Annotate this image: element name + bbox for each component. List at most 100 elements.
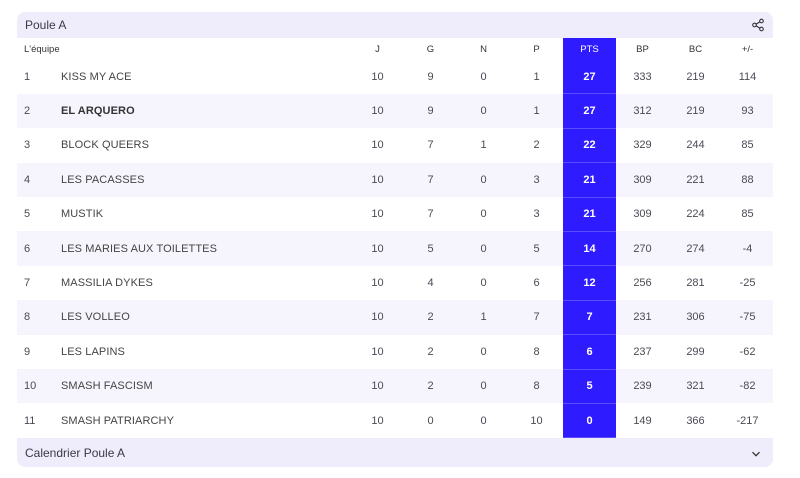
p-cell: 1: [533, 70, 540, 83]
team-name-cell: LES VOLLEO: [55, 300, 351, 335]
j-cell: 10: [371, 139, 384, 152]
p-cell: 8: [533, 345, 540, 358]
pts-cell: 21: [563, 197, 616, 232]
pool-title: Poule A: [25, 18, 67, 32]
g-cell: 9: [404, 93, 457, 129]
p-cell: 7: [510, 300, 563, 335]
j-cell: 10: [351, 231, 404, 266]
column-header-diff: +/-: [741, 43, 754, 55]
column-header-bc: BC: [688, 43, 703, 55]
bc-cell: 306: [669, 300, 722, 335]
diff-cell: -75: [722, 300, 773, 335]
table-row: 1 KISS MY ACE 10 9 0 1 27 333 219 114: [17, 60, 773, 95]
team-name-cell: LES MARIES AUX TOILETTES: [55, 231, 351, 266]
p-cell: 10: [530, 414, 543, 427]
g-cell: 2: [404, 369, 457, 404]
j-cell: 10: [371, 70, 384, 83]
g-cell: 5: [404, 231, 457, 266]
table-row: 9 LES LAPINS 10 2 0 8 6 237 299 -62: [17, 334, 773, 370]
card-header: Poule A: [17, 12, 773, 38]
n-cell: 0: [480, 208, 487, 221]
bp-cell: 231: [616, 300, 669, 335]
team-name-cell: EL ARQUERO: [55, 93, 351, 129]
n-cell: 0: [457, 93, 510, 129]
g-cell: 2: [404, 300, 457, 335]
rank-cell: 1: [24, 70, 31, 83]
g-cell: 0: [427, 414, 434, 427]
pts-cell: 21: [563, 162, 616, 198]
g-cell: 7: [427, 139, 434, 152]
rank-cell: 2: [17, 93, 55, 129]
table-header-row: L'équipe J G N P PTS BP BC +/-: [17, 38, 773, 60]
pts-cell: 27: [563, 93, 616, 129]
bc-cell: 274: [669, 231, 722, 266]
pts-cell: 7: [563, 300, 616, 336]
bp-cell: 270: [616, 231, 669, 266]
pts-cell: 0: [563, 403, 616, 439]
j-cell: 10: [351, 300, 404, 335]
bp-cell: 329: [633, 139, 652, 152]
p-cell: 3: [533, 208, 540, 221]
column-header-pts: PTS: [563, 38, 616, 60]
rank-cell: 7: [24, 277, 31, 290]
calendar-toggle[interactable]: Calendrier Poule A: [17, 438, 773, 467]
table-row: 2 EL ARQUERO 10 9 0 1 27 312 219 93: [17, 93, 773, 129]
pts-cell: 5: [563, 369, 616, 404]
bc-cell: 321: [669, 369, 722, 404]
share-icon[interactable]: [751, 18, 765, 32]
j-cell: 10: [371, 277, 384, 290]
bp-cell: 309: [616, 162, 669, 198]
chevron-down-icon[interactable]: [751, 448, 761, 458]
bc-cell: 221: [669, 162, 722, 198]
diff-cell: -62: [739, 345, 756, 358]
pts-cell: 27: [563, 60, 616, 95]
table-row: 10 SMASH FASCISM 10 2 0 8 5 239 321 -82: [17, 369, 773, 404]
j-cell: 10: [371, 414, 384, 427]
bp-cell: 239: [616, 369, 669, 404]
table-row: 11 SMASH PATRIARCHY 10 0 0 10 0 149 366 -217: [17, 403, 773, 439]
column-header-n: N: [480, 43, 487, 55]
rank-cell: 8: [17, 300, 55, 335]
n-cell: 0: [480, 414, 487, 427]
team-name-cell: MUSTIK: [61, 208, 104, 221]
bc-cell: 281: [686, 277, 705, 290]
g-cell: 7: [404, 162, 457, 198]
diff-cell: 93: [722, 93, 773, 129]
n-cell: 0: [480, 345, 487, 358]
j-cell: 10: [371, 208, 384, 221]
standings-card: Poule A L'équipe: [17, 12, 773, 468]
p-cell: 6: [533, 277, 540, 290]
pts-cell: 14: [563, 231, 616, 267]
j-cell: 10: [351, 369, 404, 404]
diff-cell: -4: [722, 231, 773, 266]
bc-cell: 366: [686, 414, 705, 427]
n-cell: 1: [480, 139, 487, 152]
pts-cell: 6: [563, 334, 616, 370]
rank-cell: 4: [17, 162, 55, 198]
j-cell: 10: [351, 162, 404, 198]
team-name-cell: SMASH PATRIARCHY: [61, 414, 175, 427]
bp-cell: 237: [633, 345, 652, 358]
column-header-bp: BP: [636, 43, 649, 55]
diff-cell: -217: [736, 414, 759, 427]
bp-cell: 256: [633, 277, 652, 290]
p-cell: 2: [533, 139, 540, 152]
table-row: 6 LES MARIES AUX TOILETTES 10 5 0 5 14 270 274 -4: [17, 231, 773, 267]
diff-cell: -82: [722, 369, 773, 404]
diff-cell: -25: [739, 277, 756, 290]
rank-cell: 11: [24, 414, 36, 427]
team-name-cell: BLOCK QUEERS: [61, 139, 150, 152]
pts-cell: 12: [563, 265, 616, 301]
table-row: 3 BLOCK QUEERS 10 7 1 2 22 329 244 85: [17, 128, 773, 164]
p-cell: 8: [510, 369, 563, 404]
rank-cell: 5: [24, 208, 31, 221]
diff-cell: 114: [738, 70, 757, 83]
j-cell: 10: [351, 93, 404, 129]
column-header-team: L'équipe: [24, 43, 60, 55]
bp-cell: 333: [633, 70, 652, 83]
bc-cell: 299: [686, 345, 705, 358]
team-name-cell: LES LAPINS: [61, 345, 125, 358]
table-row: 4 LES PACASSES 10 7 0 3 21 309 221 88: [17, 162, 773, 198]
n-cell: 0: [480, 70, 487, 83]
j-cell: 10: [371, 345, 384, 358]
